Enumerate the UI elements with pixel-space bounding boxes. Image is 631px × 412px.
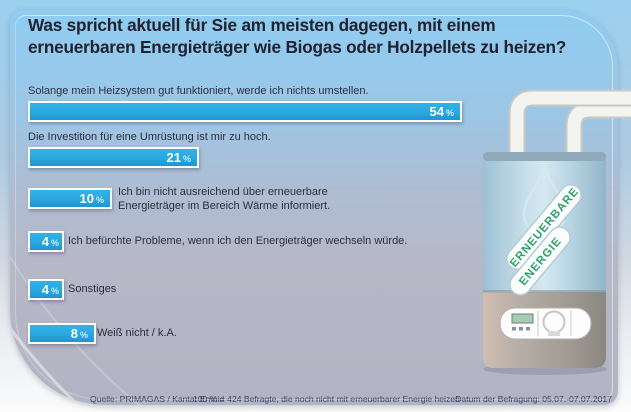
percent-sign: % — [182, 154, 191, 164]
percent-sign: % — [79, 330, 88, 340]
bar-value-2: 21 — [166, 150, 181, 165]
bar-value-1: 54 — [429, 104, 444, 119]
chart-card: Was spricht aktuell für Sie am meisten d… — [10, 10, 618, 405]
bar-value-3: 10 — [79, 191, 94, 206]
bar-label-5: Sonstiges — [68, 283, 117, 295]
bar-2: 21% — [28, 147, 199, 168]
survey-date: Datum der Befragung: 05.07.-07.07.2017 — [455, 394, 612, 404]
bar-5: 4% — [28, 279, 64, 300]
bar-label-1: Solange mein Heizsystem gut funktioniert… — [28, 85, 369, 97]
percent-sign: % — [445, 108, 454, 118]
bar-value-4: 4 — [41, 234, 49, 249]
sample-note: 100 % = 424 Befragte, die noch nicht mit… — [193, 394, 460, 404]
bar-4: 4% — [28, 231, 64, 252]
footer: Quelle: PRIMAGAS / Kantar Emnid 100 % = … — [10, 394, 618, 405]
bar-label-4: Ich befürchte Probleme, wenn ich den Ene… — [68, 235, 408, 247]
bar-value-6: 8 — [70, 326, 78, 341]
page-title: Was spricht aktuell für Sie am meisten d… — [28, 15, 567, 57]
bar-label-2: Die Investition für eine Umrüstung ist m… — [28, 131, 271, 143]
percent-sign: % — [95, 195, 104, 205]
bar-1: 54% — [28, 101, 462, 122]
percent-sign: % — [50, 286, 59, 296]
bar-3: 10% — [28, 188, 112, 209]
percent-sign: % — [50, 238, 59, 248]
bar-value-5: 4 — [41, 282, 49, 297]
source-credit: Quelle: PRIMAGAS / Kantar Emnid — [90, 394, 225, 404]
bar-label-6: Weiß nicht / k.A. — [97, 327, 177, 339]
bar-6: 8% — [28, 323, 96, 344]
bar-label-3: Ich bin nicht ausreichend über erneuerba… — [118, 186, 331, 212]
